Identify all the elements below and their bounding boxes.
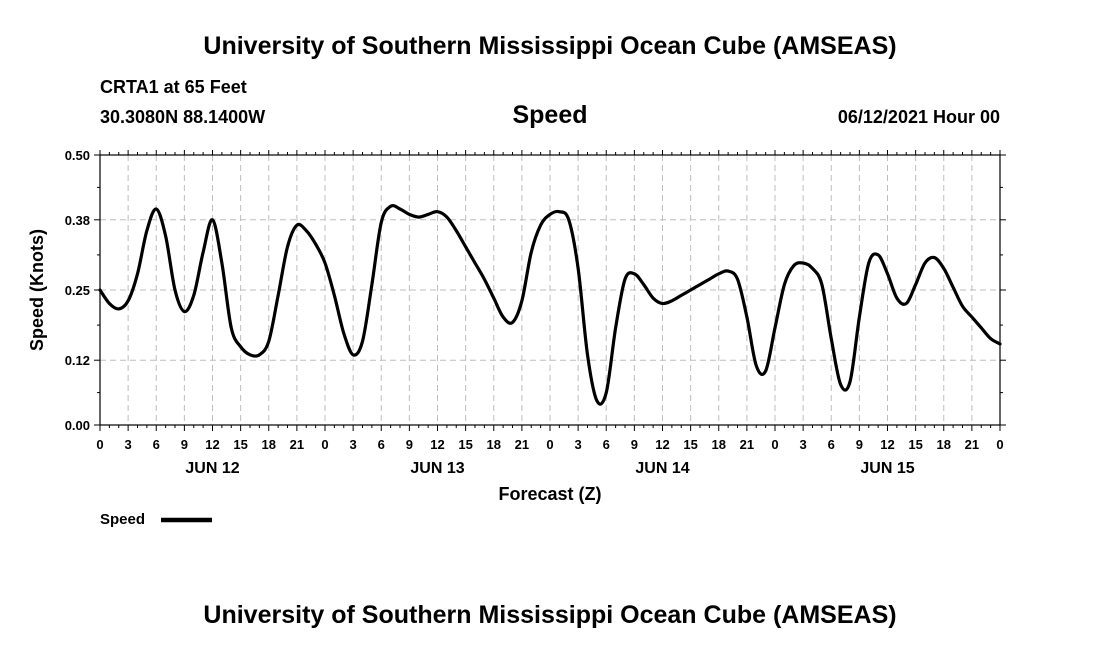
x-tick-label: 6 bbox=[603, 437, 610, 452]
x-axis-label: Forecast (Z) bbox=[498, 484, 601, 504]
x-tick-label: 0 bbox=[96, 437, 103, 452]
x-tick-label: 6 bbox=[153, 437, 160, 452]
x-axis: 0 3 6 9 12 15 18 21 0 3 6 9 12 15 18 21 0 3 6 9 12 15 18 21 0 3 6 9… bbox=[96, 150, 1004, 452]
x-tick-label: 0 bbox=[321, 437, 328, 452]
x-tick-label: 9 bbox=[181, 437, 188, 452]
x-tick-label: 9 bbox=[631, 437, 638, 452]
y-tick-label: 0.12 bbox=[65, 353, 90, 368]
speed-series-line bbox=[98, 203, 1002, 406]
x-tick-label: 3 bbox=[800, 437, 807, 452]
x-tick-label: 6 bbox=[828, 437, 835, 452]
x-tick-label: 15 bbox=[458, 437, 472, 452]
chart-title-bottom: University of Southern Mississippi Ocean… bbox=[203, 601, 897, 629]
y-tick-label: 0.38 bbox=[65, 213, 90, 228]
x-tick-label: 12 bbox=[655, 437, 669, 452]
x-tick-label: 21 bbox=[965, 437, 979, 452]
x-tick-label: 0 bbox=[546, 437, 553, 452]
x-tick-label: 18 bbox=[487, 437, 501, 452]
y-tick-label: 0.25 bbox=[65, 283, 90, 298]
x-tick-label: 21 bbox=[290, 437, 304, 452]
day-label: JUN 15 bbox=[860, 460, 914, 477]
x-tick-label: 9 bbox=[856, 437, 863, 452]
station-name: CRTA1 at 65 Feet bbox=[100, 77, 247, 97]
x-tick-label: 15 bbox=[233, 437, 247, 452]
variable-title: Speed bbox=[512, 101, 588, 129]
x-tick-label: 18 bbox=[712, 437, 726, 452]
y-tick-label: 0.50 bbox=[65, 148, 90, 163]
x-tick-label: 0 bbox=[771, 437, 778, 452]
x-tick-label: 12 bbox=[880, 437, 894, 452]
x-tick-label: 3 bbox=[575, 437, 582, 452]
x-tick-label: 21 bbox=[515, 437, 529, 452]
x-tick-label: 12 bbox=[430, 437, 444, 452]
grid-lines bbox=[100, 155, 1000, 425]
day-labels: JUN 12 JUN 13 JUN 14 JUN 15 bbox=[185, 460, 914, 477]
x-tick-label: 18 bbox=[937, 437, 951, 452]
day-label: JUN 12 bbox=[185, 460, 239, 477]
day-label: JUN 13 bbox=[410, 460, 464, 477]
x-tick-label: 0 bbox=[996, 437, 1003, 452]
x-tick-label: 6 bbox=[378, 437, 385, 452]
x-tick-label: 18 bbox=[262, 437, 276, 452]
station-coordinates: 30.3080N 88.1400W bbox=[100, 107, 266, 127]
x-tick-label: 15 bbox=[683, 437, 697, 452]
x-tick-label: 9 bbox=[406, 437, 413, 452]
legend-label: Speed bbox=[100, 511, 145, 528]
x-tick-label: 3 bbox=[125, 437, 132, 452]
y-axis: 0.00 0.12 0.25 0.38 0.50 bbox=[65, 148, 1006, 433]
forecast-datetime: 06/12/2021 Hour 00 bbox=[837, 107, 1000, 127]
y-axis-label: Speed (Knots) bbox=[27, 229, 47, 351]
chart-title-top: University of Southern Mississippi Ocean… bbox=[203, 32, 897, 60]
x-tick-label: 12 bbox=[205, 437, 219, 452]
x-tick-label: 15 bbox=[908, 437, 922, 452]
y-tick-label: 0.00 bbox=[65, 418, 90, 433]
x-tick-label: 21 bbox=[740, 437, 754, 452]
day-label: JUN 14 bbox=[635, 460, 689, 477]
x-tick-label: 3 bbox=[350, 437, 357, 452]
